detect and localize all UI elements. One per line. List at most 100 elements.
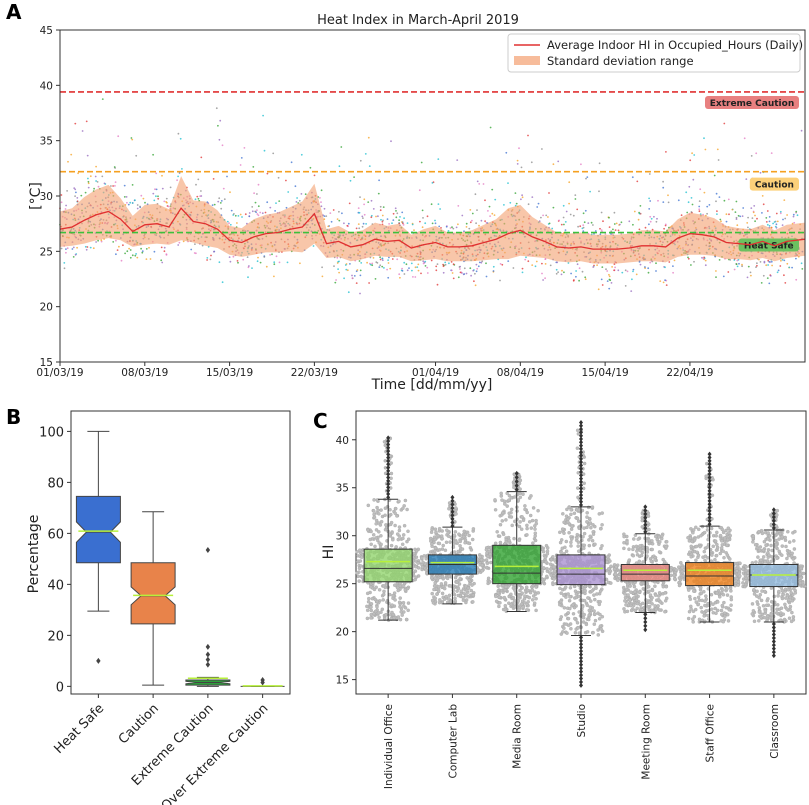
scatter-point xyxy=(239,164,242,166)
scatter-point xyxy=(72,246,75,249)
scatter-point xyxy=(321,275,324,278)
swarm-point xyxy=(581,615,586,620)
scatter-point xyxy=(459,271,462,274)
swarm-point xyxy=(488,580,492,584)
swarm-point xyxy=(606,580,611,585)
swarm-point xyxy=(479,558,484,562)
x-tick-label: Caution xyxy=(116,701,162,747)
swarm-point xyxy=(581,535,585,539)
scatter-point xyxy=(420,161,423,164)
x-tick-label: 08/03/19 xyxy=(121,367,168,379)
scatter-point xyxy=(779,265,782,267)
swarm-point xyxy=(466,586,471,590)
y-tick-label: 45 xyxy=(40,25,53,37)
scatter-point xyxy=(572,214,575,217)
swarm-point xyxy=(590,538,595,543)
swarm-point xyxy=(493,498,497,502)
swarm-point xyxy=(577,508,582,512)
scatter-point xyxy=(582,226,585,229)
scatter-point xyxy=(131,138,134,141)
scatter-point xyxy=(437,203,440,206)
swarm-point xyxy=(569,527,574,531)
swarm-point xyxy=(594,584,598,589)
scatter-point xyxy=(584,276,587,279)
scatter-point xyxy=(437,158,440,161)
scatter-point xyxy=(237,215,240,217)
swarm-point xyxy=(569,512,573,517)
scatter-point xyxy=(115,239,117,242)
swarm-point xyxy=(484,547,489,552)
swarm-point xyxy=(575,536,579,540)
scatter-point xyxy=(426,272,429,274)
swarm-point xyxy=(497,534,502,538)
scatter-point xyxy=(358,211,361,214)
scatter-point xyxy=(145,258,148,260)
scatter-point xyxy=(330,220,333,223)
scatter-point xyxy=(733,268,736,271)
scatter-point xyxy=(673,259,676,262)
swarm-point xyxy=(534,521,539,526)
swarm-point xyxy=(597,602,602,607)
scatter-point xyxy=(403,261,406,264)
swarm-point xyxy=(373,597,378,602)
scatter-point xyxy=(338,210,340,213)
scatter-point xyxy=(209,258,212,261)
scatter-point xyxy=(157,197,160,200)
scatter-point xyxy=(71,248,74,250)
scatter-point xyxy=(766,277,769,279)
swarm-point xyxy=(521,518,526,523)
scatter-point xyxy=(368,165,371,168)
scatter-point xyxy=(118,245,120,248)
scatter-point xyxy=(773,221,776,223)
swarm-point xyxy=(532,601,537,605)
swarm-point xyxy=(368,537,373,542)
scatter-point xyxy=(215,107,218,110)
scatter-point xyxy=(481,260,484,263)
swarm-point xyxy=(607,571,612,576)
scatter-point xyxy=(759,171,762,174)
scatter-point xyxy=(358,260,361,262)
swarm-point xyxy=(564,549,569,553)
scatter-point xyxy=(103,182,106,185)
scatter-point xyxy=(177,175,180,178)
swarm-point xyxy=(397,525,402,529)
scatter-point xyxy=(570,272,572,275)
scatter-point xyxy=(299,262,301,265)
swarm-point xyxy=(582,461,587,466)
scatter-point xyxy=(379,205,382,208)
scatter-point xyxy=(474,284,477,287)
scatter-point xyxy=(401,270,404,272)
scatter-point xyxy=(457,205,460,207)
swarm-point xyxy=(501,532,506,537)
scatter-point xyxy=(706,212,708,215)
scatter-point xyxy=(87,182,90,185)
scatter-point xyxy=(154,188,156,191)
scatter-point xyxy=(319,197,321,199)
scatter-point xyxy=(110,185,112,187)
swarm-point xyxy=(533,538,538,543)
scatter-point xyxy=(387,262,390,264)
swarm-point xyxy=(406,608,410,613)
scatter-point xyxy=(549,264,552,267)
scatter-point xyxy=(687,256,689,259)
scatter-point xyxy=(113,166,116,168)
scatter-point xyxy=(542,214,544,217)
scatter-point xyxy=(152,153,155,156)
swarm-point xyxy=(464,593,468,598)
scatter-point xyxy=(704,148,707,151)
swarm-point xyxy=(384,612,388,617)
scatter-point xyxy=(359,269,362,272)
swarm-point xyxy=(588,521,593,525)
scatter-point xyxy=(444,261,447,264)
scatter-point xyxy=(444,263,447,266)
scatter-point xyxy=(420,272,422,275)
scatter-point xyxy=(386,268,388,271)
scatter-point xyxy=(477,265,480,268)
scatter-point xyxy=(125,196,128,198)
swarm-point xyxy=(512,605,517,609)
scatter-point xyxy=(745,178,748,181)
scatter-point xyxy=(768,224,771,227)
swarm-point xyxy=(457,532,461,536)
scatter-point xyxy=(155,188,158,191)
scatter-point xyxy=(527,134,529,137)
